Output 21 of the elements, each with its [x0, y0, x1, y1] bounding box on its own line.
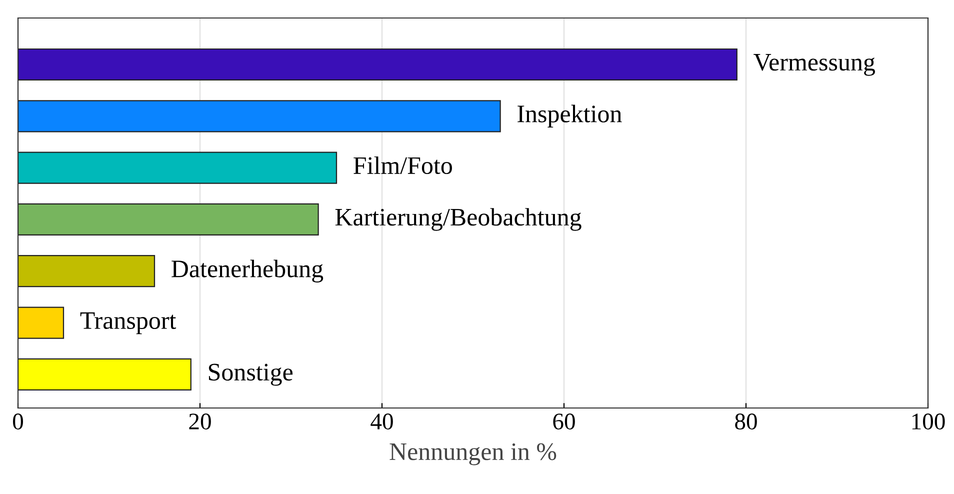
bar	[18, 48, 738, 81]
bar	[18, 306, 64, 339]
x-tick-label: 80	[735, 414, 757, 430]
y-tick-label: Kartierung/Beobachtung	[335, 208, 582, 231]
y-tick-label: Datenerhebung	[172, 260, 324, 282]
y-tick-label: Sonstige	[208, 364, 293, 386]
y-tick-label: Vermessung	[754, 54, 875, 76]
y-tick-label: Inspektion	[518, 104, 622, 128]
bar	[18, 255, 156, 288]
x-tick-label: 0	[12, 414, 24, 430]
x-tick-label: 40	[370, 414, 393, 430]
x-tick-label: 20	[189, 414, 211, 430]
x-tick-label: 60	[553, 414, 575, 430]
bar	[18, 203, 319, 236]
bar	[18, 100, 501, 132]
y-tick-label: Transport	[80, 312, 176, 334]
x-tick-label: 100	[912, 414, 945, 430]
bar	[18, 358, 192, 390]
x-axis-title: Nennungen in %	[390, 443, 556, 466]
bar	[18, 152, 338, 184]
y-tick-label: Film/Foto	[354, 156, 452, 174]
